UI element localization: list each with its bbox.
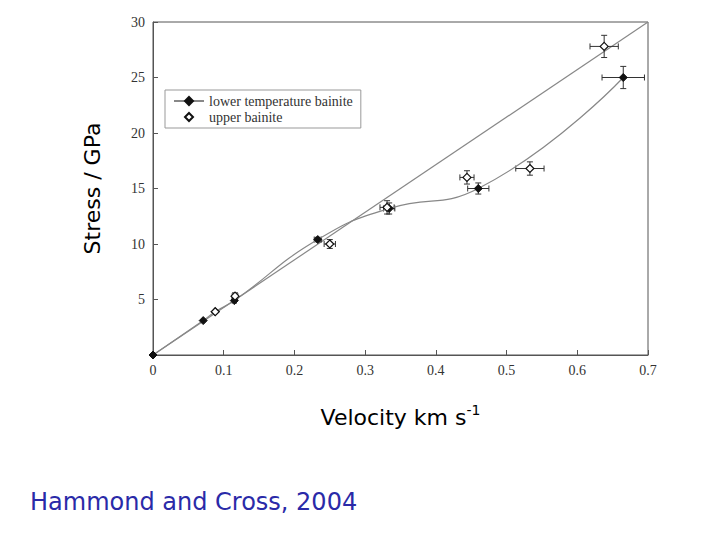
svg-text:0.1: 0.1 xyxy=(215,363,233,378)
svg-text:0.3: 0.3 xyxy=(356,363,374,378)
svg-text:0: 0 xyxy=(150,363,157,378)
svg-text:30: 30 xyxy=(131,15,145,30)
svg-text:20: 20 xyxy=(131,126,145,141)
svg-text:5: 5 xyxy=(138,292,145,307)
svg-text:0.7: 0.7 xyxy=(639,363,657,378)
svg-text:0.4: 0.4 xyxy=(427,363,445,378)
svg-text:0.6: 0.6 xyxy=(569,363,587,378)
svg-text:0.5: 0.5 xyxy=(498,363,516,378)
svg-text:Velocity km s: Velocity km s xyxy=(321,405,467,430)
svg-text:0.2: 0.2 xyxy=(286,363,304,378)
svg-text:25: 25 xyxy=(131,70,145,85)
svg-text:15: 15 xyxy=(131,181,145,196)
svg-text:10: 10 xyxy=(131,237,145,252)
svg-text:Stress / GPa: Stress / GPa xyxy=(80,123,105,255)
svg-text:-1: -1 xyxy=(466,402,480,418)
svg-text:lower temperature bainite: lower temperature bainite xyxy=(209,94,353,109)
svg-text:Hammond and Cross, 2004: Hammond and Cross, 2004 xyxy=(30,488,357,516)
svg-text:upper bainite: upper bainite xyxy=(209,110,282,125)
